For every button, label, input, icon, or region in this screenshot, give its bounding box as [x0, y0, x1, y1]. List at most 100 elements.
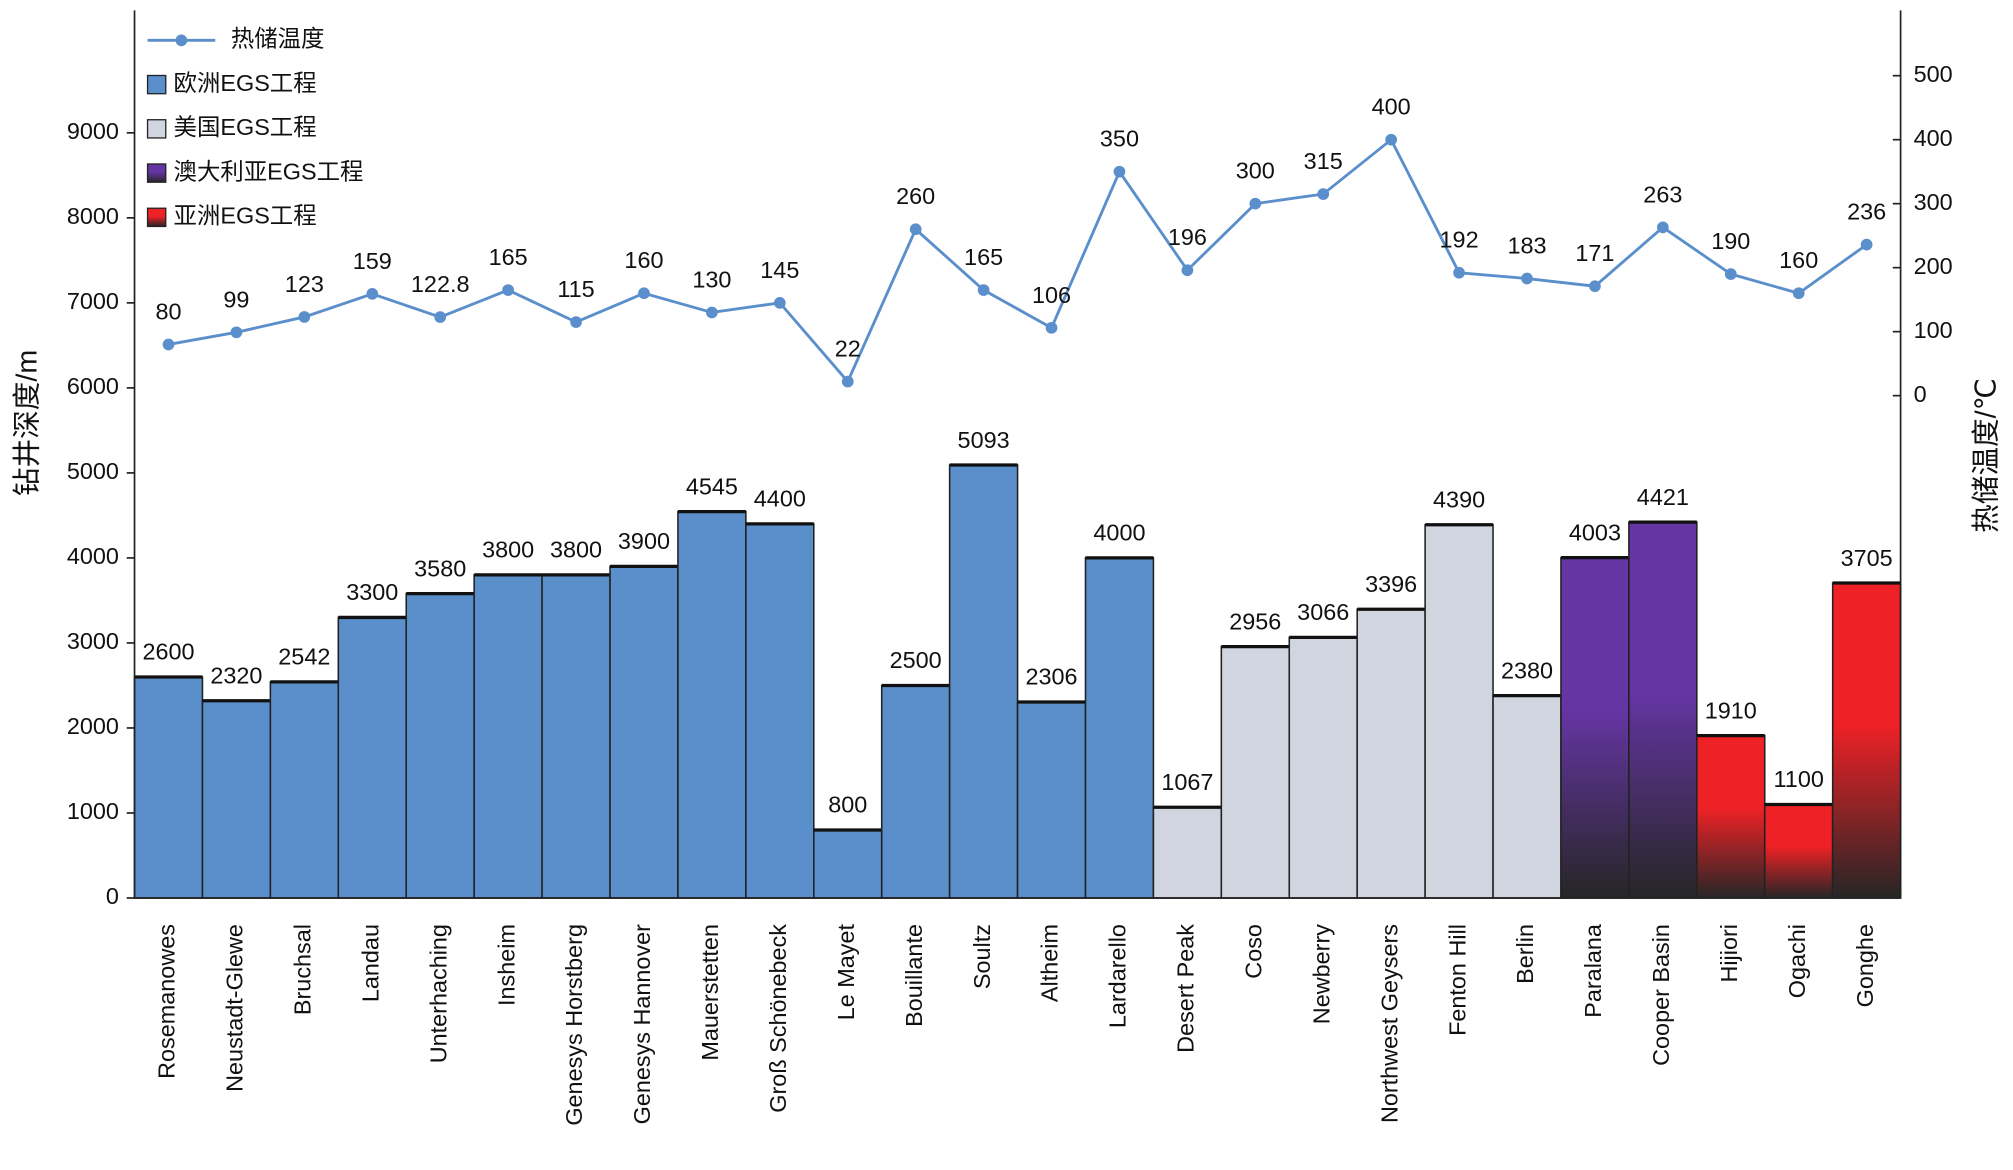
legend-label: 热储温度: [231, 26, 325, 52]
x-tick-label: Unterhaching: [425, 924, 451, 1063]
bar-value-label: 4390: [1433, 487, 1485, 513]
bar-value-label: 2956: [1229, 608, 1281, 634]
line-value-label: 99: [223, 286, 249, 312]
x-tick-label: Fenton Hill: [1444, 924, 1470, 1036]
line-point: [706, 306, 718, 319]
line-value-label: 196: [1168, 224, 1207, 250]
legend-label: 澳大利亚EGS工程: [174, 158, 364, 184]
bar-value-label: 3900: [618, 528, 670, 554]
line-value-label: 300: [1236, 158, 1275, 184]
line-value-label: 263: [1643, 181, 1682, 207]
x-tick-label: Neustadt-Glewe: [222, 924, 248, 1092]
x-tick-label: Altheim: [1037, 924, 1063, 1002]
x-tick-label: Landau: [357, 924, 383, 1002]
bar-value-label: 2380: [1501, 657, 1553, 683]
y-axis-label: 钻井深度/m: [12, 350, 44, 496]
line-point: [1724, 268, 1737, 280]
line-point: [1656, 221, 1669, 234]
bar: [541, 574, 611, 899]
line: [168, 137, 1868, 385]
line-value-label: 236: [1847, 199, 1886, 225]
legend-swatch: [146, 119, 167, 139]
y2-axis-label: 热储温度/℃: [1970, 378, 2002, 533]
x-tick-label: Genesys Hannover: [629, 924, 655, 1125]
bar: [1628, 521, 1698, 899]
bar: [1084, 557, 1155, 899]
bar-value-label: 3800: [550, 537, 602, 563]
y-tick-label: 8000: [67, 203, 119, 229]
y-tick-label: 6000: [67, 373, 119, 399]
line-value-label: 350: [1100, 126, 1139, 152]
line-value-label: 22: [835, 336, 861, 362]
line-value-label: 171: [1575, 240, 1614, 266]
bar-value-label: 4400: [754, 486, 806, 512]
y2-tick-label: 100: [1914, 317, 1953, 343]
bar: [1831, 582, 1902, 899]
x-tick-label: Insheim: [493, 924, 519, 1006]
line-point: [1792, 287, 1805, 300]
line-value-label: 400: [1372, 94, 1411, 120]
x-tick-label: Coso: [1240, 924, 1266, 979]
line-point: [977, 284, 990, 296]
legend-label: 亚洲EGS工程: [174, 203, 317, 229]
bar: [677, 510, 747, 899]
line-value-label: 260: [896, 183, 935, 209]
bar: [609, 565, 679, 899]
x-tick-label: Lardarello: [1105, 924, 1131, 1028]
line-value-label: 183: [1507, 232, 1546, 258]
bar: [1492, 694, 1562, 899]
line-value-label: 315: [1304, 148, 1343, 174]
y-tick-label: 3000: [67, 628, 119, 654]
line-value-label: 159: [353, 248, 392, 274]
y-tick-label: 2000: [67, 713, 119, 739]
y-tick-label: 5000: [67, 458, 119, 484]
legend-swatch: [146, 207, 167, 228]
x-tick-label: Ogachi: [1784, 924, 1810, 998]
bar-value-label: 3580: [414, 555, 466, 581]
bar: [1763, 803, 1834, 899]
line-point: [1589, 280, 1601, 293]
legend-label: 欧洲EGS工程: [174, 70, 317, 96]
line-value-label: 122.8: [411, 271, 470, 297]
bar-value-label: 1910: [1705, 697, 1757, 723]
legend-label: 美国EGS工程: [174, 114, 317, 140]
x-tick-label: Newberry: [1308, 924, 1334, 1024]
line-value-label: 106: [1032, 282, 1071, 308]
y2-tick-label: 400: [1914, 125, 1953, 151]
line-point: [1385, 133, 1398, 146]
line-point: [162, 338, 175, 351]
bar: [1356, 608, 1426, 899]
y2-tick-label: 0: [1914, 381, 1927, 407]
y-tick-label: 1000: [67, 798, 119, 824]
legend-marker: [175, 34, 188, 47]
x-tick-label: Desert Peak: [1173, 924, 1199, 1053]
bar: [269, 681, 340, 899]
x-tick-label: Berlin: [1512, 924, 1538, 984]
line-point: [1453, 266, 1465, 279]
y-tick-label: 4000: [67, 543, 119, 569]
bar: [1016, 701, 1087, 899]
bar: [133, 676, 204, 899]
bar-value-label: 4000: [1093, 520, 1145, 546]
x-tick-label: Bouillante: [901, 924, 927, 1027]
x-tick-label: Paralana: [1580, 923, 1606, 1018]
y-tick-label: 0: [106, 883, 119, 909]
line-value-label: 192: [1440, 227, 1479, 253]
bar: [1560, 556, 1630, 899]
line-value-label: 165: [964, 244, 1003, 270]
bar-value-label: 5093: [958, 427, 1010, 453]
bar-value-label: 3800: [482, 537, 534, 563]
bar: [337, 616, 408, 899]
y2-tick-label: 200: [1914, 253, 1953, 279]
bar-value-label: 4545: [686, 473, 738, 499]
bar-value-label: 1067: [1161, 769, 1213, 795]
x-tick-label: Hijiori: [1716, 924, 1742, 983]
bar-value-label: 3396: [1365, 571, 1417, 597]
x-tick-label: Groß Schönebeck: [765, 924, 791, 1113]
line-point: [1521, 272, 1533, 285]
line-point: [434, 311, 447, 323]
bar-value-label: 2306: [1025, 664, 1077, 690]
line-point: [1181, 264, 1194, 277]
x-tick-label: Soultz: [969, 924, 995, 989]
